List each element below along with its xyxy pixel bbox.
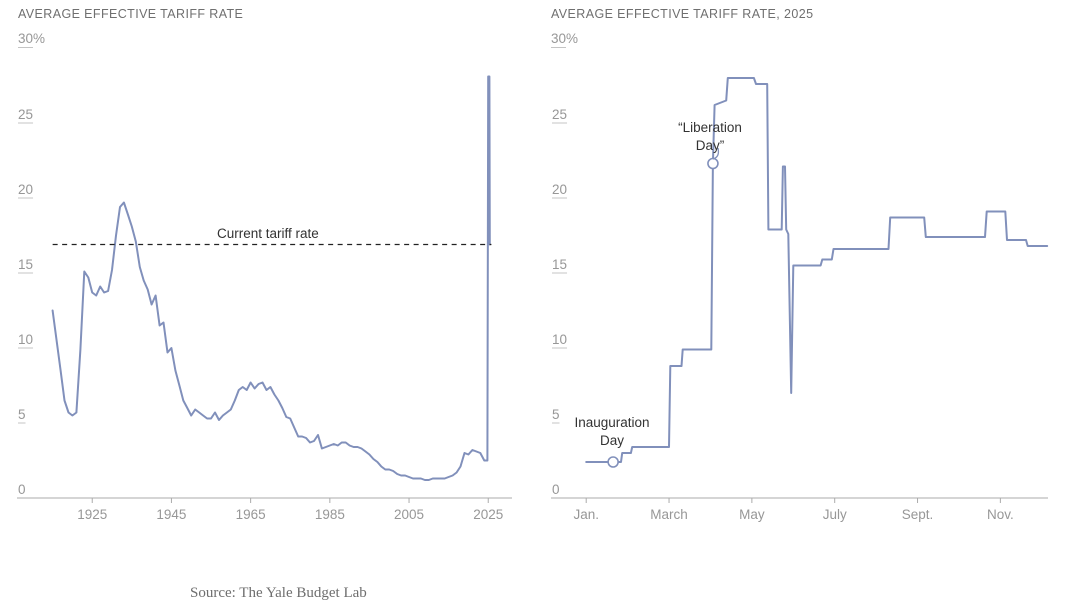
right-chart-title: AVERAGE EFFECTIVE TARIFF RATE, 2025 — [551, 7, 814, 21]
x-tick-label: 2005 — [394, 507, 424, 522]
x-tick-label: March — [650, 507, 688, 522]
y-tick-label: 0 — [18, 482, 26, 497]
left-y-axis-top-label: 30% — [18, 31, 45, 48]
inauguration-day-annotation: Inauguration Day — [552, 414, 672, 450]
y-tick-label: 25 — [552, 107, 567, 122]
inauguration-day-line2: Day — [599, 433, 624, 448]
inauguration-day-marker — [607, 456, 619, 468]
left-y-axis-top-number: 30 — [18, 31, 34, 48]
left-y-axis-top-suffix: % — [33, 31, 46, 46]
liberation-day-connector — [712, 147, 720, 160]
y-tick-label: 25 — [18, 107, 33, 122]
x-tick-label: 2025 — [473, 507, 503, 522]
x-tick-label: Sept. — [902, 507, 934, 522]
right-y-axis-top-label: 30% — [551, 31, 578, 48]
x-tick-label: 1945 — [156, 507, 186, 522]
y-tick-label: 20 — [18, 182, 33, 197]
y-tick-label: 10 — [18, 332, 33, 347]
inauguration-day-line1: Inauguration — [574, 415, 650, 430]
x-tick-label: 1985 — [315, 507, 345, 522]
y-tick-label: 10 — [552, 332, 567, 347]
right-y-axis-top-suffix: % — [566, 31, 579, 46]
x-tick-label: May — [739, 507, 765, 522]
x-tick-label: 1925 — [77, 507, 107, 522]
x-tick-label: 1965 — [236, 507, 266, 522]
y-tick-label: 20 — [552, 182, 567, 197]
x-tick-label: Jan. — [573, 507, 599, 522]
y-tick-label: 15 — [552, 257, 567, 272]
liberation-day-line1: “Liberation — [678, 120, 742, 135]
y-tick-label: 0 — [552, 482, 560, 497]
tariff-rate-line — [585, 77, 1049, 463]
current-tariff-rate-label: Current tariff rate — [217, 226, 319, 241]
x-tick-label: July — [823, 507, 847, 522]
x-tick-label: Nov. — [987, 507, 1014, 522]
y-tick-label: 15 — [18, 257, 33, 272]
liberation-day-marker — [707, 157, 719, 170]
y-tick-label: 5 — [552, 407, 560, 422]
source-note: Source: The Yale Budget Lab — [190, 585, 367, 601]
liberation-day-line2: Day” — [695, 138, 725, 153]
y-tick-label: 5 — [18, 407, 26, 422]
left-chart-title: AVERAGE EFFECTIVE TARIFF RATE — [18, 7, 244, 21]
tariff-rate-line — [51, 75, 491, 481]
right-y-axis-top-number: 30 — [551, 31, 567, 48]
liberation-day-annotation: “Liberation Day” — [650, 119, 770, 155]
